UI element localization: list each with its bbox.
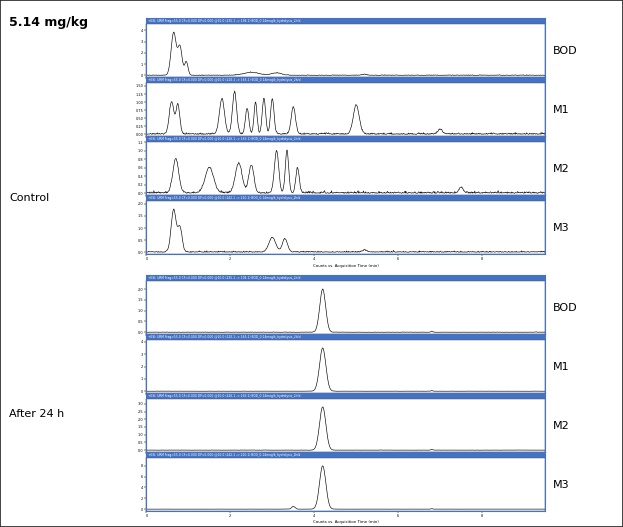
Text: After 24 h: After 24 h bbox=[9, 409, 65, 418]
Text: M2: M2 bbox=[553, 164, 569, 174]
X-axis label: Counts vs. Acquisition Time (min): Counts vs. Acquisition Time (min) bbox=[313, 264, 379, 268]
Text: M2: M2 bbox=[553, 421, 569, 431]
Text: BOD: BOD bbox=[553, 302, 578, 313]
X-axis label: Counts vs. Acquisition Time (min): Counts vs. Acquisition Time (min) bbox=[313, 521, 379, 524]
Text: +ESI: URM Frag=55.0 CF=0.000 DP=0.000 @10.0 (210.1 -> 165.1) BOD_0.14mog/k_hydro: +ESI: URM Frag=55.0 CF=0.000 DP=0.000 @1… bbox=[148, 335, 300, 339]
Text: M1: M1 bbox=[553, 362, 569, 372]
Text: +ESI: URM Frag=55.0 CF=0.000 DP=0.000 @10.0 (242.1 -> 210.1) BOD_0.14mog/k_hydro: +ESI: URM Frag=55.0 CF=0.000 DP=0.000 @1… bbox=[148, 196, 300, 200]
Text: 5.14 mg/kg: 5.14 mg/kg bbox=[9, 16, 88, 29]
Text: +ESI: URM Frag=55.0 CF=0.000 DP=0.000 @10.0 (226.1 -> 163.1) BOD_0.14mog/k_hydro: +ESI: URM Frag=55.0 CF=0.000 DP=0.000 @1… bbox=[148, 137, 300, 141]
Text: +ESI: URM Frag=55.0 CF=0.000 DP=0.000 @10.0 (235.1 -> 194.1) BOD_0.14mog/k_hydro: +ESI: URM Frag=55.0 CF=0.000 DP=0.000 @1… bbox=[148, 276, 300, 280]
Text: BOD: BOD bbox=[553, 46, 578, 56]
Text: +ESI: URM Frag=55.0 CF=0.000 DP=0.000 @10.0 (235.1 -> 194.1) BOD_0.14mog/k_hydro: +ESI: URM Frag=55.0 CF=0.000 DP=0.000 @1… bbox=[148, 19, 300, 23]
Text: +ESI: URM Frag=55.0 CF=0.000 DP=0.000 @10.0 (242.1 -> 210.1) BOD_0.14mog/k_hydro: +ESI: URM Frag=55.0 CF=0.000 DP=0.000 @1… bbox=[148, 453, 300, 457]
Text: Control: Control bbox=[9, 193, 50, 202]
Text: +ESI: URM Frag=55.0 CF=0.000 DP=0.000 @10.0 (210.1 -> 165.1) BOD_0.14mog/k_hydro: +ESI: URM Frag=55.0 CF=0.000 DP=0.000 @1… bbox=[148, 78, 300, 82]
Text: M1: M1 bbox=[553, 105, 569, 115]
Text: +ESI: URM Frag=55.0 CF=0.000 DP=0.000 @10.0 (226.1 -> 163.1) BOD_0.14mog/k_hydro: +ESI: URM Frag=55.0 CF=0.000 DP=0.000 @1… bbox=[148, 394, 300, 398]
Text: M3: M3 bbox=[553, 223, 569, 233]
Text: M3: M3 bbox=[553, 480, 569, 490]
